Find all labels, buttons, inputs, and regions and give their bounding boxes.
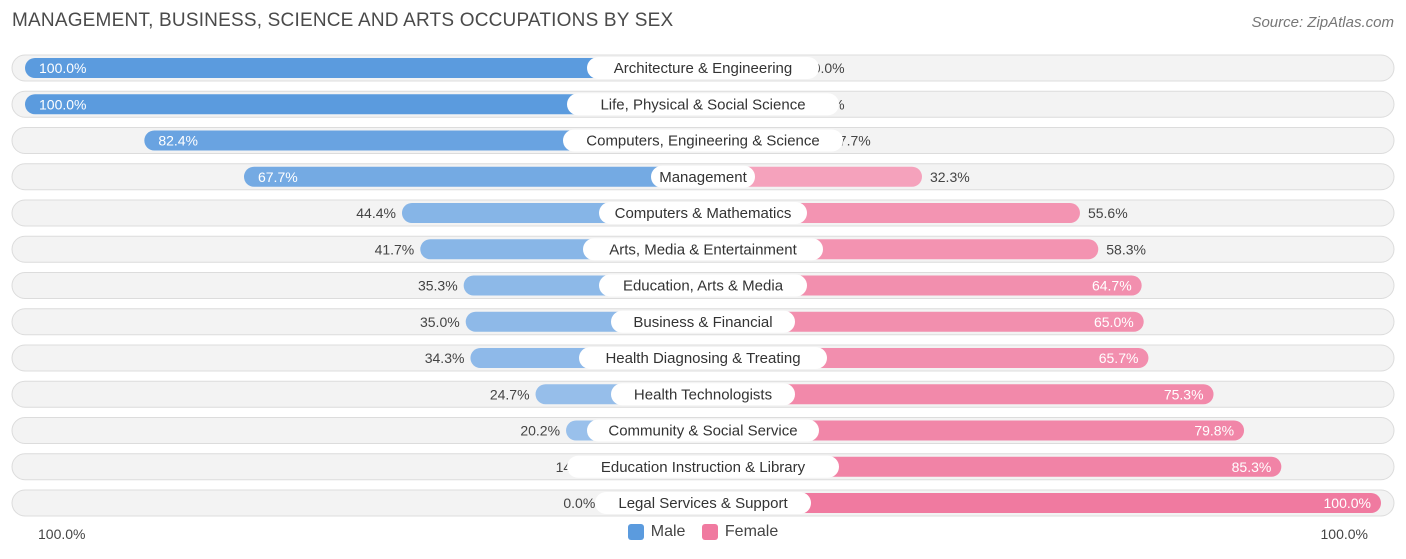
category-label-computers-engineering-science: Computers, Engineering & Science — [586, 133, 819, 150]
bar-male-computers-engineering-science — [144, 130, 703, 151]
category-label-life-physical-social-science: Life, Physical & Social Science — [600, 96, 805, 113]
value-male-health-diagnosing-treating: 34.3% — [425, 350, 465, 366]
legend-label-male: Male — [650, 523, 686, 540]
category-label-bg — [651, 165, 755, 188]
value-male-education-arts-media: 35.3% — [418, 278, 458, 294]
bar-male-architecture-engineering — [25, 58, 703, 78]
bar-female-legal-services-support — [703, 493, 1381, 513]
value-male-health-technologists: 24.7% — [490, 386, 530, 402]
value-female-health-technologists: 75.3% — [1164, 386, 1204, 402]
value-female-education-instruction-library: 85.3% — [1232, 459, 1272, 475]
value-male-architecture-engineering: 100.0% — [39, 60, 86, 76]
value-male-business-financial: 35.0% — [420, 314, 460, 330]
category-label-health-technologists: Health Technologists — [634, 386, 772, 403]
bar-female-management — [703, 166, 922, 187]
value-female-management: 32.3% — [930, 169, 970, 185]
category-label-education-instruction-library: Education Instruction & Library — [601, 459, 806, 476]
category-label-bg — [599, 202, 807, 224]
value-female-health-diagnosing-treating: 65.7% — [1099, 350, 1139, 366]
value-female-computers-mathematics: 55.6% — [1088, 205, 1128, 221]
value-male-computers-mathematics: 44.4% — [356, 205, 396, 221]
legend-item-male[interactable]: Male — [627, 523, 686, 541]
category-label-education-arts-media: Education, Arts & Media — [623, 278, 784, 295]
category-label-bg — [587, 419, 819, 442]
legend: Male Female — [0, 523, 1406, 545]
category-label-bg — [563, 129, 843, 152]
value-female-architecture-engineering: 0.0% — [813, 60, 845, 76]
category-label-business-financial: Business & Financial — [633, 314, 772, 331]
source-note: Source: ZipAtlas.com — [1251, 14, 1394, 31]
bar-female-health-technologists — [703, 384, 1214, 405]
category-label-bg — [579, 347, 827, 369]
category-label-bg — [611, 310, 795, 333]
value-female-arts-media-entertainment: 58.3% — [1106, 241, 1146, 257]
legend-label-female: Female — [724, 523, 779, 540]
category-label-bg — [567, 455, 839, 478]
category-label-health-diagnosing-treating: Health Diagnosing & Treating — [605, 350, 800, 367]
value-female-community-social-service: 79.8% — [1194, 423, 1234, 439]
category-label-community-social-service: Community & Social Service — [608, 423, 797, 440]
bar-female-education-arts-media — [703, 275, 1142, 296]
category-label-bg — [611, 383, 795, 406]
value-female-education-arts-media: 64.7% — [1092, 278, 1132, 294]
axis-right-label: 100.0% — [1320, 526, 1368, 542]
category-label-bg — [567, 93, 839, 116]
legend-swatch-female — [701, 524, 718, 540]
legend-swatch-male — [627, 524, 644, 540]
axis-left-label: 100.0% — [38, 526, 86, 542]
bar-female-education-instruction-library — [703, 456, 1282, 477]
value-male-community-social-service: 20.2% — [520, 423, 560, 439]
category-label-architecture-engineering: Architecture & Engineering — [614, 60, 792, 77]
category-label-management: Management — [659, 169, 747, 186]
category-label-computers-mathematics: Computers & Mathematics — [615, 205, 792, 222]
bar-male-life-physical-social-science — [25, 94, 703, 115]
category-label-bg — [599, 274, 807, 297]
category-label-bg — [595, 492, 811, 514]
chart-title: MANAGEMENT, BUSINESS, SCIENCE AND ARTS O… — [12, 10, 674, 31]
bar-female-community-social-service — [703, 420, 1245, 441]
value-female-legal-services-support: 100.0% — [1324, 495, 1371, 511]
legend-item-female[interactable]: Female — [701, 523, 779, 541]
category-label-bg — [583, 238, 823, 261]
value-male-management: 67.7% — [258, 169, 298, 185]
category-label-legal-services-support: Legal Services & Support — [618, 495, 788, 512]
bar-male-management — [243, 166, 703, 187]
bar-female-business-financial — [703, 311, 1144, 332]
value-male-computers-engineering-science: 82.4% — [158, 133, 198, 149]
category-label-arts-media-entertainment: Arts, Media & Entertainment — [609, 241, 797, 258]
value-male-arts-media-entertainment: 41.7% — [375, 241, 415, 257]
category-label-bg — [587, 57, 819, 79]
value-female-business-financial: 65.0% — [1094, 314, 1134, 330]
value-male-life-physical-social-science: 100.0% — [39, 96, 86, 112]
value-male-legal-services-support: 0.0% — [563, 495, 595, 511]
